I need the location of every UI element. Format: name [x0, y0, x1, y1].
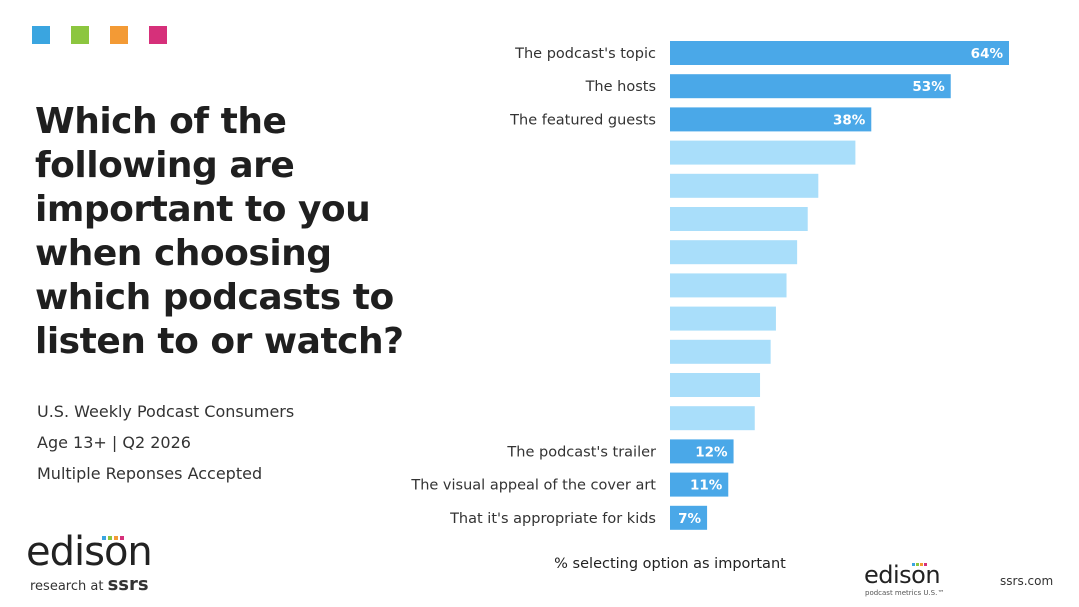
- sample-note: Multiple Reponses Accepted: [37, 464, 263, 483]
- bar-7: [670, 240, 798, 265]
- bar-value-label: 11%: [690, 478, 723, 494]
- accent-square-orange: [110, 26, 128, 44]
- sample-info: U.S. Weekly Podcast Consumers Age 13+ | …: [37, 396, 294, 489]
- bar-6: [670, 207, 808, 231]
- bar-category-label: The podcast's trailer: [506, 444, 656, 460]
- bar-value-label: 12%: [695, 444, 728, 460]
- bar-4: [670, 140, 856, 165]
- logo-dots: [912, 563, 927, 566]
- chart-x-axis-label: % selecting option as important: [554, 556, 786, 572]
- bar-12: [670, 406, 755, 431]
- bar-10: [670, 339, 771, 364]
- bar-8: [670, 273, 787, 298]
- edison-research-ssrs-logo: edison research at ssrs: [26, 532, 206, 596]
- bar-3: [670, 107, 872, 132]
- bar-value-label: 7%: [678, 511, 701, 527]
- accent-square-green: [71, 26, 89, 44]
- sample-population: U.S. Weekly Podcast Consumers: [37, 402, 295, 421]
- bar-category-label: The hosts: [585, 79, 656, 95]
- logo-sub-prefix: research at: [30, 579, 104, 594]
- bar-category-label: The visual appeal of the cover art: [410, 478, 656, 494]
- bar-value-label: 53%: [912, 79, 945, 95]
- bar-5: [670, 173, 819, 198]
- sample-age-period: Age 13+ | Q2 2026: [37, 433, 191, 452]
- logo-sub-brand: ssrs: [107, 574, 149, 595]
- bar-11: [670, 373, 761, 397]
- bar-value-label: 64%: [971, 46, 1004, 62]
- color-squares: [32, 26, 167, 44]
- bar-value-label: 38%: [833, 112, 866, 128]
- bar-category-label: That it's appropriate for kids: [449, 511, 656, 527]
- bar-15: [670, 505, 708, 530]
- accent-square-pink: [149, 26, 167, 44]
- accent-square-blue: [32, 26, 50, 44]
- bar-chart-svg: The podcast's topic 64% The hosts 53% The fe…: [410, 41, 1009, 530]
- logo-subtitle: research at ssrs: [30, 574, 149, 595]
- survey-question: Which of the following are important to …: [35, 101, 404, 362]
- edison-podcast-metrics-logo: edison podcast metrics U.S.™: [864, 563, 974, 601]
- bar-1: [670, 41, 1009, 65]
- bar-13: [670, 439, 734, 464]
- bar-chart: The podcast's topic 64% The hosts 53% The fe…: [400, 36, 1060, 536]
- logo-wordmark: edison: [864, 561, 941, 589]
- bar-9: [670, 306, 776, 331]
- logo-dots: [102, 536, 124, 540]
- site-url: ssrs.com: [1000, 574, 1054, 588]
- bar-14: [670, 472, 729, 497]
- bar-2: [670, 74, 951, 99]
- logo-subtitle: podcast metrics U.S.™: [865, 589, 945, 597]
- logo-wordmark: edison: [26, 529, 153, 575]
- bar-category-label: The featured guests: [509, 112, 656, 128]
- bar-category-label: The podcast's topic: [514, 46, 656, 62]
